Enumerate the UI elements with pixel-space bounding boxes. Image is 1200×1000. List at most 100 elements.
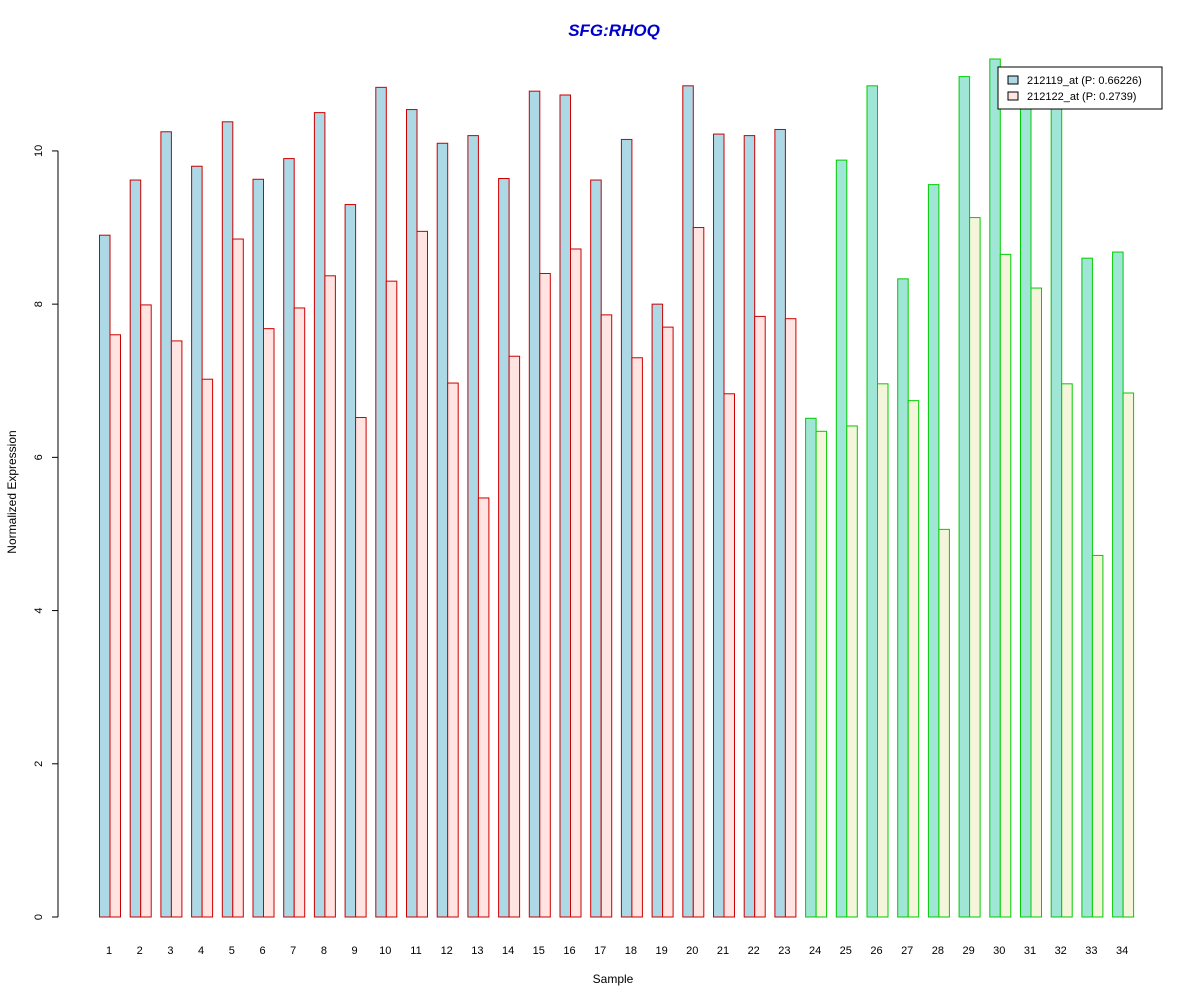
bar-series-1 — [252, 178, 264, 918]
y-tick-label: 10 — [33, 145, 45, 157]
x-tick-label: 30 — [993, 945, 1005, 957]
bar-series-2 — [784, 318, 797, 918]
bar-series-2 — [570, 248, 582, 918]
bar-series-1 — [313, 112, 326, 918]
bar-series-2 — [355, 417, 367, 918]
bar-series-2 — [263, 328, 275, 918]
x-tick-label: 29 — [962, 945, 974, 957]
legend-label-series-2: 212122_at (P: 0.2739) — [1027, 91, 1136, 103]
x-tick-label: 34 — [1116, 945, 1128, 957]
bar-series-1 — [559, 94, 571, 918]
bar-series-1 — [160, 131, 172, 918]
legend-swatch-series-1 — [1007, 75, 1019, 85]
bar-series-2 — [324, 275, 336, 918]
bar-series-1 — [129, 179, 142, 918]
bar-series-2 — [385, 280, 398, 918]
x-tick-label: 5 — [229, 945, 235, 957]
bar-series-2 — [140, 304, 152, 918]
bar-series-2 — [692, 227, 705, 918]
bar-series-1 — [1112, 251, 1124, 918]
x-tick-label: 6 — [259, 945, 265, 957]
y-axis: 0 2 4 6 8 10 — [33, 145, 59, 920]
bar-series-2 — [477, 497, 490, 918]
bar-series-2 — [938, 528, 950, 918]
bar-series-1 — [99, 234, 111, 918]
x-tick-label: 14 — [502, 945, 514, 957]
y-tick-label: 6 — [33, 454, 45, 460]
bar-series-2 — [631, 357, 643, 918]
bar-series-2 — [877, 383, 889, 918]
bar-series-2 — [1091, 554, 1104, 918]
bar-series-1 — [406, 109, 418, 918]
bar-series-2 — [815, 430, 828, 918]
bar-series-2 — [1122, 392, 1135, 918]
x-tick-label: 16 — [563, 945, 575, 957]
bar-series-1 — [958, 76, 971, 918]
bar-series-2 — [539, 273, 551, 918]
bar-series-2 — [969, 217, 981, 918]
x-tick-label: 7 — [290, 945, 296, 957]
legend-label-series-1: 212119_at (P: 0.66226) — [1027, 75, 1142, 87]
legend-swatch-series-2 — [1007, 91, 1019, 101]
x-tick-label: 3 — [167, 945, 173, 957]
x-tick-label: 4 — [198, 945, 204, 957]
x-tick-label: 24 — [809, 945, 821, 957]
bar-series-1 — [1020, 98, 1032, 918]
x-tick-label: 15 — [533, 945, 545, 957]
bar-series-2 — [109, 334, 121, 918]
bar-series-1 — [191, 165, 203, 918]
x-tick-label: 20 — [686, 945, 698, 957]
x-tick-label: 12 — [441, 945, 453, 957]
bar-series-1 — [221, 121, 234, 918]
bar-series-1 — [590, 179, 602, 918]
x-tick-label: 31 — [1024, 945, 1036, 957]
x-tick-label: 18 — [625, 945, 637, 957]
bar-series-2 — [907, 400, 920, 918]
bar-series-2 — [508, 355, 521, 918]
x-tick-label: 25 — [840, 945, 852, 957]
x-tick-label: 27 — [901, 945, 913, 957]
bar-series-1 — [835, 159, 848, 918]
x-tick-label: 32 — [1055, 945, 1067, 957]
x-tick-label: 23 — [778, 945, 790, 957]
x-tick-label: 22 — [748, 945, 760, 957]
bar-series-2 — [293, 307, 306, 918]
bar-series-1 — [774, 128, 786, 918]
bar-series-1 — [682, 85, 694, 918]
legend-box — [997, 66, 1163, 110]
x-tick-label: 33 — [1085, 945, 1097, 957]
x-tick-label: 11 — [410, 945, 421, 957]
bar-series-1 — [866, 85, 878, 918]
y-axis-title: Normalized Expression — [5, 430, 19, 553]
bar-series-1 — [989, 58, 1001, 918]
bar-series-1 — [805, 417, 817, 918]
bar-series-1 — [897, 278, 909, 918]
bar-series-1 — [498, 178, 510, 918]
bar-series-2 — [600, 314, 613, 918]
x-tick-label: 28 — [932, 945, 944, 957]
x-tick-label: 2 — [137, 945, 143, 957]
bar-series-1 — [344, 204, 357, 918]
x-tick-label: 19 — [655, 945, 667, 957]
y-tick-label: 2 — [33, 761, 45, 767]
bar-series-1 — [375, 86, 387, 918]
bars-group — [99, 58, 1135, 918]
x-tick-labels: 1 2 3 4 5 6 7 8 9 10 11 12 13 14 15 16 17 18 19 20 21 22 23 24 2… — [106, 945, 1128, 957]
bar-series-1 — [467, 135, 479, 918]
bar-series-2 — [999, 253, 1012, 918]
bar-series-2 — [232, 238, 244, 918]
bar-series-2 — [1030, 287, 1042, 918]
chart-title: SFG:RHOQ — [568, 21, 660, 40]
bar-series-2 — [1061, 383, 1073, 918]
bar-series-2 — [416, 230, 428, 918]
x-tick-label: 21 — [717, 945, 729, 957]
x-tick-label: 1 — [106, 945, 112, 957]
x-axis-title: Sample — [593, 972, 634, 986]
bar-series-1 — [436, 142, 449, 918]
x-tick-label: 17 — [594, 945, 606, 957]
bar-series-1 — [927, 184, 940, 918]
x-tick-label: 13 — [471, 945, 483, 957]
bar-series-2 — [846, 425, 858, 918]
x-tick-label: 26 — [870, 945, 882, 957]
